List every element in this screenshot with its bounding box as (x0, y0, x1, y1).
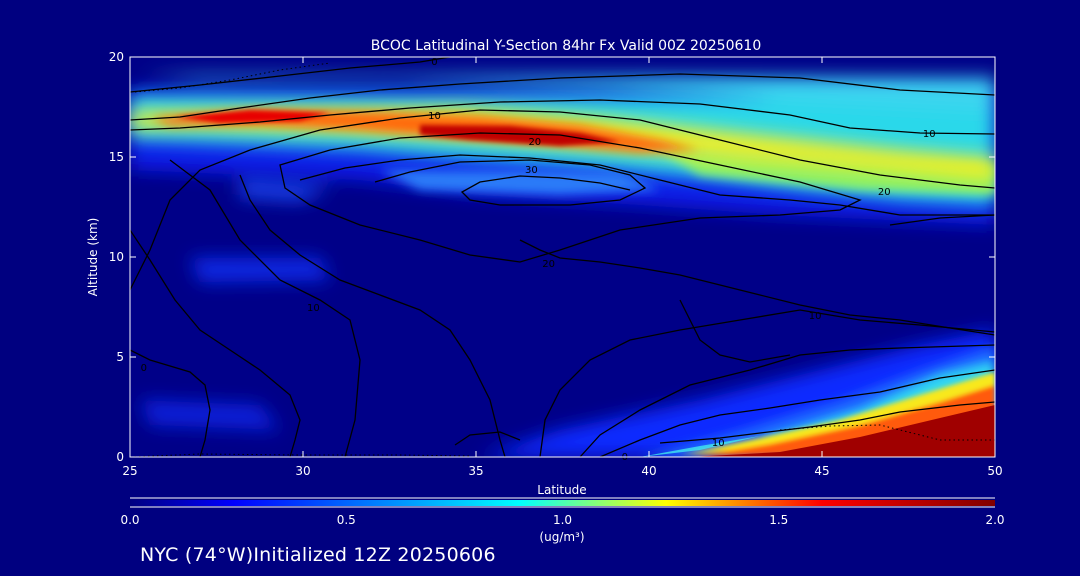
y-tick-label: 5 (116, 350, 124, 364)
contour-label: 30 (525, 165, 538, 176)
x-tick-label: 35 (468, 464, 483, 478)
heatmap-field (130, 57, 995, 457)
colorbar-tick-label: 1.0 (553, 513, 572, 527)
contour-dotted (130, 62, 995, 457)
y-tick-label: 0 (116, 450, 124, 464)
contour-label: 20 (528, 137, 541, 148)
y-axis: 0 5 10 15 20 (109, 50, 995, 464)
contour-label: 10 (923, 129, 936, 140)
x-tick-label: 40 (641, 464, 656, 478)
x-tick-label: 45 (814, 464, 829, 478)
y-tick-label: 10 (109, 250, 124, 264)
x-tick-label: 25 (122, 464, 137, 478)
y-tick-label: 15 (109, 150, 124, 164)
contour-label: 10 (307, 303, 320, 314)
contour-label: 20 (542, 259, 555, 270)
x-axis-label: Latitude (537, 483, 586, 497)
x-tick-label: 30 (295, 464, 310, 478)
chart-title: BCOC Latitudinal Y-Section 84hr Fx Valid… (371, 38, 761, 54)
colorbar-units: (ug/m³) (539, 530, 584, 544)
contour-label: 0 (141, 363, 147, 374)
contour-label: 20 (878, 187, 891, 198)
colorbar-tick-label: 0.5 (337, 513, 356, 527)
colorbar-gradient (130, 500, 995, 506)
colorbar-tick-label: 1.5 (769, 513, 788, 527)
x-axis: 25 30 35 40 45 50 (122, 57, 1003, 478)
contour-label: 0 (431, 57, 437, 68)
contour-label: 10 (428, 111, 441, 122)
y-tick-label: 20 (109, 50, 124, 64)
contour-label: 10 (809, 311, 822, 322)
colorbar-ticks: 0.0 0.5 1.0 1.5 2.0 (120, 513, 1004, 527)
x-tick-label: 50 (987, 464, 1002, 478)
colorbar-tick-label: 2.0 (985, 513, 1004, 527)
footer-location-init: NYC (74°W)Initialized 12Z 20250606 (140, 544, 496, 566)
colorbar-tick-label: 0.0 (120, 513, 139, 527)
y-axis-label: Altitude (km) (86, 218, 100, 297)
contour-lines (130, 57, 995, 457)
contour-label: 10 (712, 438, 725, 449)
colorbar: 0.0 0.5 1.0 1.5 2.0 (ug/m³) (120, 497, 1005, 544)
